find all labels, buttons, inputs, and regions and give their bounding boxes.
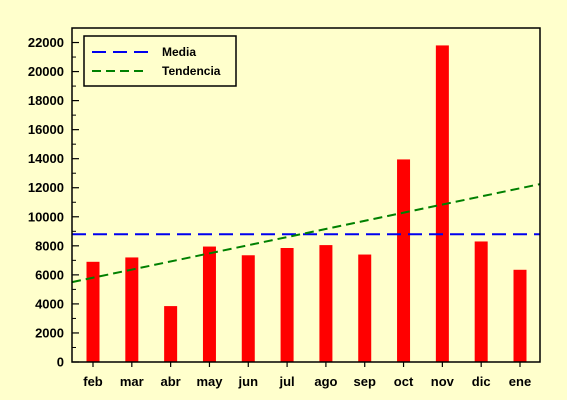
bar-mar [125, 257, 139, 362]
y-tick-label: 10000 [28, 209, 64, 224]
x-tick-label: sep [354, 374, 376, 389]
bar-jun [241, 255, 255, 362]
y-tick-label: 8000 [35, 238, 64, 253]
x-tick-label: mar [120, 374, 144, 389]
x-tick-label: abr [161, 374, 181, 389]
y-tick-label: 0 [57, 355, 64, 370]
x-axis: feb mar abr may jun jul ago sep oct nov dic ene [83, 362, 531, 389]
bar-jul [280, 248, 294, 362]
y-axis: 0 2000 4000 6000 8000 10000 12000 14000 16000 180… [28, 35, 79, 370]
y-tick-label: 16000 [28, 122, 64, 137]
bar-abr [164, 306, 178, 362]
legend-label-media: Media [162, 45, 196, 59]
bars [86, 45, 527, 362]
tendencia-line [71, 183, 541, 284]
y-tick-label: 18000 [28, 93, 64, 108]
x-tick-label: oct [394, 374, 414, 389]
bar-dic [474, 241, 488, 362]
y-tick-label: 2000 [35, 325, 64, 340]
x-tick-label: may [196, 374, 223, 389]
legend: Media Tendencia [83, 35, 237, 87]
plot-frame [71, 27, 541, 363]
legend-label-tendencia: Tendencia [162, 64, 221, 78]
reference-lines [71, 183, 541, 284]
y-tick-label: 4000 [35, 296, 64, 311]
x-tick-label: feb [83, 374, 103, 389]
bar-ago [319, 245, 333, 362]
bar-ene [513, 269, 527, 362]
x-tick-label: ago [314, 374, 337, 389]
x-tick-label: jul [279, 374, 295, 389]
y-tick-label: 6000 [35, 267, 64, 282]
y-tick-label: 22000 [28, 35, 64, 50]
bar-oct [397, 159, 411, 362]
x-tick-label: dic [472, 374, 491, 389]
x-tick-label: nov [431, 374, 455, 389]
bar-may [202, 246, 216, 362]
bar-sep [358, 254, 372, 362]
bar-feb [86, 261, 100, 362]
y-tick-label: 12000 [28, 180, 64, 195]
y-tick-label: 14000 [28, 151, 64, 166]
y-tick-label: 20000 [28, 64, 64, 79]
x-tick-label: jun [238, 374, 259, 389]
x-tick-label: ene [509, 374, 531, 389]
legend-box [83, 35, 237, 87]
